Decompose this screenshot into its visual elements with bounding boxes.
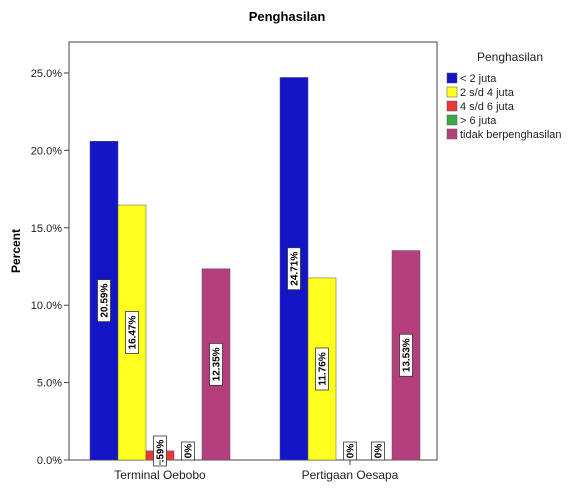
data-label: 13.53% [399, 333, 413, 377]
data-label: 11.76% [315, 347, 329, 391]
data-label-box [181, 441, 195, 461]
data-label: 20.59% [97, 279, 111, 323]
y-tick-label: 0.0% [37, 455, 62, 467]
data-label: 24.71% [287, 247, 301, 291]
x-category-label: Pertigaan Oesapa [302, 468, 399, 482]
legend-swatch [446, 86, 458, 98]
data-label: 12.35% [209, 343, 223, 386]
chart-title: Penghasilan [249, 9, 326, 24]
data-label-text: 11.76% [318, 352, 329, 385]
y-tick-label: 25.0% [31, 68, 62, 80]
legend-label: < 2 juta [460, 73, 497, 85]
data-label-box [125, 311, 139, 354]
data-label-box [399, 333, 413, 377]
data-label-box [371, 441, 385, 461]
data-label-text: 24.71% [290, 252, 301, 286]
y-tick-label: 15.0% [31, 223, 62, 235]
x-axis: Terminal Oebobo Pertigaan Oesapa [114, 460, 399, 482]
legend-label: > 6 juta [460, 115, 497, 127]
legend-swatch [446, 114, 458, 126]
data-label-text: 16.47% [128, 315, 139, 349]
data-label-text: 12.35% [212, 347, 223, 381]
data-label: 0% [343, 441, 357, 461]
legend-label: tidak berpenghasilan [460, 129, 562, 141]
legend-swatch [446, 128, 458, 140]
data-label-text: 0% [184, 444, 195, 459]
data-label-text: 0% [346, 444, 357, 459]
y-tick-label: 5.0% [37, 378, 62, 390]
data-label: 16.47% [125, 311, 139, 354]
y-tick-label: 20.0% [31, 145, 62, 157]
data-label-text: 13.53% [402, 338, 413, 372]
legend-swatch [446, 72, 458, 84]
data-label-box [153, 435, 167, 467]
bars-group: 20.59% 16.47% .59% 0% 12.35% 24.71% 11.76% 0% 0%… [89, 77, 421, 467]
data-label-box [209, 343, 223, 386]
data-label-box [287, 247, 301, 291]
y-axis: 0.0% 5.0% 10.0% 15.0% 20.0% 25.0% [31, 68, 69, 467]
data-label: .59% [153, 435, 167, 467]
data-label: 0% [371, 441, 385, 461]
data-label-text: 0% [374, 444, 385, 459]
y-tick-label: 10.0% [31, 300, 62, 312]
data-label: 0% [181, 441, 195, 461]
legend-label: 4 s/d 6 juta [460, 101, 515, 113]
data-label-text: 20.59% [100, 284, 111, 318]
legend: < 2 juta 2 s/d 4 juta 4 s/d 6 juta > 6 juta… [446, 72, 562, 141]
data-label-text: .59% [156, 439, 167, 462]
x-category-label: Terminal Oebobo [114, 468, 206, 482]
data-label-box [97, 279, 111, 323]
legend-label: 2 s/d 4 juta [460, 87, 515, 99]
data-label-box [315, 347, 329, 391]
y-axis-title: Percent [9, 229, 23, 273]
legend-title: Penghasilan [477, 50, 543, 64]
legend-swatch [446, 100, 458, 112]
